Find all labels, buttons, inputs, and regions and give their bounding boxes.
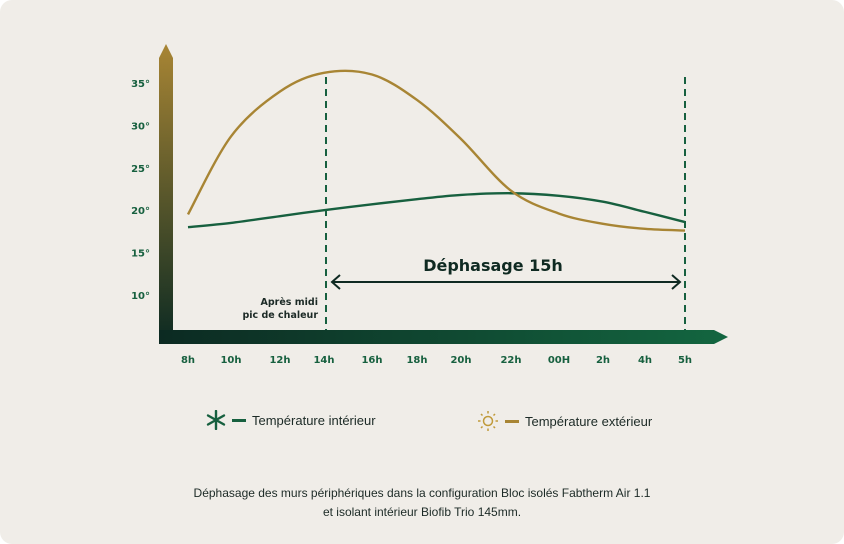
y-tick-label: 30° — [131, 121, 150, 132]
legend-interior: Température intérieur — [206, 410, 376, 430]
legend-exterior: Température extérieur — [477, 410, 652, 432]
legend-label-interior: Température intérieur — [252, 412, 376, 428]
y-axis — [159, 44, 173, 343]
snowflake-icon — [206, 410, 226, 430]
x-tick-label: 22h — [500, 355, 521, 366]
legend-swatch-exterior — [505, 419, 519, 423]
peak-label-2: pic de chaleur — [243, 310, 319, 321]
y-tick-label: 10° — [131, 291, 150, 302]
interior-temperature-line — [187, 192, 686, 229]
x-tick-label: 18h — [406, 355, 427, 366]
x-tick-label: 14h — [313, 355, 334, 366]
caption-line-1: Déphasage des murs périphériques dans la… — [193, 486, 651, 500]
dephasage-arrow — [330, 274, 682, 290]
peak-label-1: Après midi — [261, 297, 318, 308]
x-tick-label: 8h — [181, 355, 195, 366]
y-tick-label: 15° — [131, 249, 150, 260]
axes — [159, 44, 728, 344]
caption-line-2: et isolant intérieur Biofib Trio 145mm. — [322, 505, 522, 519]
y-tick-label: 25° — [131, 164, 150, 175]
x-tick-label: 5h — [678, 355, 692, 366]
legend-label-exterior: Température extérieur — [525, 413, 653, 429]
x-tick-label: 4h — [638, 355, 652, 366]
x-tick-label: 16h — [361, 355, 382, 366]
y-tick-label: 35° — [131, 79, 150, 90]
x-tick-label: 00H — [548, 355, 570, 366]
x-tick-label: 2h — [596, 355, 610, 366]
y-tick-label: 20° — [131, 206, 150, 217]
caption: Déphasage des murs périphériques dans la… — [0, 484, 844, 522]
x-tick-label: 20h — [450, 355, 471, 366]
legend-swatch-interior — [232, 418, 246, 422]
x-tick-label: 10h — [220, 355, 241, 366]
sun-icon — [478, 411, 498, 431]
line-chart: 35° 30° 25° 20° 15° 10° 8h 10h 12h 14h 16h 18h 20h 22… — [131, 44, 728, 366]
x-tick-label: 12h — [269, 355, 290, 366]
exterior-temperature-line — [186, 69, 686, 232]
x-axis — [159, 330, 728, 344]
dephasage-label: Déphasage 15h — [423, 256, 563, 275]
